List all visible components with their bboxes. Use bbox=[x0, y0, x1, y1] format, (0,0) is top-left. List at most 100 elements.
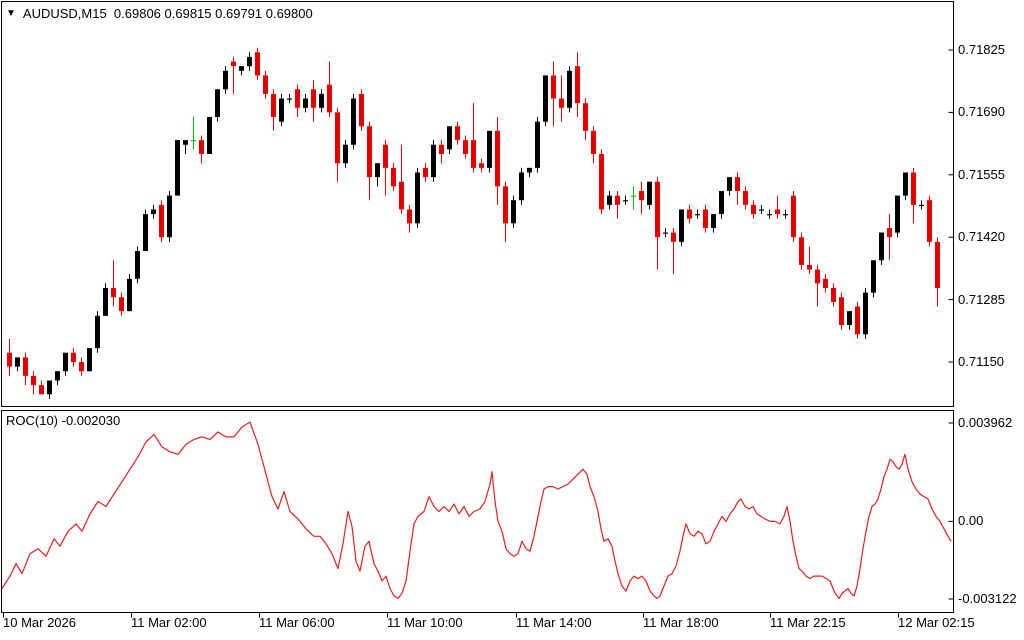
candle-body bbox=[583, 103, 588, 131]
candle-body bbox=[239, 66, 244, 71]
candle-body bbox=[863, 292, 868, 335]
candle-body bbox=[703, 209, 708, 228]
candle-body bbox=[551, 75, 556, 99]
candle-body bbox=[679, 209, 684, 242]
candle-body bbox=[343, 144, 348, 164]
candle-body bbox=[23, 357, 28, 376]
price-axis-label: 0.71150 bbox=[958, 353, 1005, 369]
time-axis-label: 11 Mar 10:00 bbox=[387, 615, 463, 630]
candle-body bbox=[327, 84, 332, 113]
candle-body bbox=[87, 348, 92, 372]
candle-body bbox=[879, 232, 884, 261]
candle-body bbox=[919, 204, 924, 207]
candle-body bbox=[127, 278, 132, 312]
candle-body bbox=[103, 288, 108, 316]
candle-body bbox=[135, 251, 140, 279]
time-axis-label: 11 Mar 14:00 bbox=[516, 615, 592, 630]
candle-body bbox=[471, 140, 476, 168]
candle-body bbox=[335, 112, 340, 164]
candle-body bbox=[479, 163, 484, 168]
candle-body bbox=[543, 75, 548, 122]
candle-body bbox=[311, 89, 316, 108]
candle-body bbox=[399, 181, 404, 210]
candle-body bbox=[271, 93, 276, 118]
candle-body bbox=[871, 260, 876, 293]
candle-body bbox=[431, 144, 436, 178]
candle-body bbox=[711, 214, 716, 228]
candle-body bbox=[111, 288, 116, 298]
symbol-dropdown-triangle-icon: ▼ bbox=[6, 8, 16, 19]
candle-body bbox=[231, 61, 236, 67]
candle-body bbox=[119, 297, 124, 312]
candle-body bbox=[351, 98, 356, 145]
candle-body bbox=[79, 361, 84, 372]
candle-body bbox=[535, 121, 540, 168]
candle-body bbox=[591, 130, 596, 154]
candle-body bbox=[383, 144, 388, 168]
candle-body bbox=[143, 214, 148, 252]
candle-body bbox=[55, 371, 60, 381]
candle-body bbox=[375, 163, 380, 178]
price-axis-label: 0.71690 bbox=[958, 104, 1005, 120]
roc-axis-label: 0.00 bbox=[958, 513, 984, 529]
candle-body bbox=[735, 177, 740, 191]
candle-body bbox=[567, 70, 572, 108]
candle-body bbox=[263, 75, 268, 94]
roc-axis-label: 0.003962 bbox=[958, 414, 1013, 430]
candle-body bbox=[151, 209, 156, 215]
candle-body bbox=[759, 209, 764, 211]
price-axis-label: 0.71825 bbox=[958, 42, 1005, 57]
roc-axis-label: -0.003122 bbox=[958, 590, 1017, 606]
time-axis-label: 11 Mar 22:15 bbox=[770, 615, 846, 630]
candle-body bbox=[823, 278, 828, 289]
candle-body bbox=[783, 214, 788, 216]
candle-body bbox=[255, 52, 260, 76]
candle-body bbox=[695, 214, 700, 216]
candle-body bbox=[359, 93, 364, 127]
candle-body bbox=[191, 140, 196, 142]
candle-body bbox=[687, 209, 692, 219]
candle-body bbox=[31, 375, 36, 386]
candle-body bbox=[415, 172, 420, 224]
time-axis-label: 11 Mar 18:00 bbox=[643, 615, 719, 630]
candle-body bbox=[895, 195, 900, 233]
time-axis-label: 10 Mar 2026 bbox=[3, 615, 76, 630]
candle-body bbox=[495, 130, 500, 187]
candle-body bbox=[799, 237, 804, 265]
time-axis-label: 11 Mar 06:00 bbox=[259, 615, 335, 630]
candle-body bbox=[367, 126, 372, 178]
candle-body bbox=[791, 195, 796, 238]
candle-body bbox=[575, 66, 580, 104]
candle-body bbox=[167, 195, 172, 238]
candle-body bbox=[599, 153, 604, 210]
candle-body bbox=[655, 181, 660, 238]
candle-body bbox=[47, 380, 52, 395]
candle-body bbox=[39, 385, 44, 395]
candle-body bbox=[159, 204, 164, 238]
candle-body bbox=[855, 306, 860, 335]
candle-body bbox=[935, 241, 940, 289]
price-axis-label: 0.71285 bbox=[958, 291, 1005, 307]
candle-body bbox=[815, 269, 820, 284]
candle-body bbox=[7, 352, 12, 367]
candle-body bbox=[623, 200, 628, 202]
roc-chart-surface[interactable] bbox=[2, 411, 954, 613]
candle-body bbox=[455, 126, 460, 141]
candle-body bbox=[743, 190, 748, 205]
symbol-quote-text: AUDUSD,M15 0.69806 0.69815 0.69791 0.698… bbox=[22, 6, 313, 21]
candle-body bbox=[199, 140, 204, 154]
candle-body bbox=[615, 195, 620, 205]
candle-body bbox=[391, 167, 396, 187]
candle-body bbox=[903, 172, 908, 196]
candle-body bbox=[71, 352, 76, 362]
candle-body bbox=[647, 181, 652, 205]
candle-body bbox=[279, 98, 284, 122]
price-chart-surface[interactable] bbox=[2, 2, 954, 407]
candle-body bbox=[807, 264, 812, 270]
candle-body bbox=[663, 232, 668, 234]
candle-body bbox=[775, 209, 780, 215]
candle-body bbox=[503, 186, 508, 224]
candle-body bbox=[183, 140, 188, 145]
candle-body bbox=[407, 209, 412, 224]
